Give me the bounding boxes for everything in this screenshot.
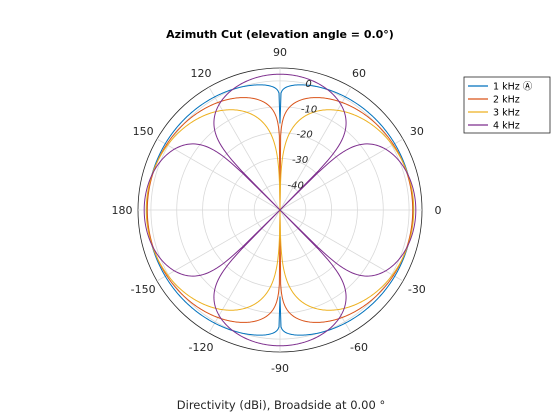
angle-tick-label: 30	[410, 125, 424, 138]
angle-tick-label: 150	[133, 125, 154, 138]
radial-tick-label: 0	[305, 79, 311, 90]
angle-tick-label: 90	[273, 46, 287, 59]
angle-spoke-300	[279, 209, 352, 334]
radial-tick-label: -30	[292, 155, 308, 166]
angle-tick-label: 180	[112, 204, 133, 217]
angle-spoke-150	[156, 138, 281, 211]
legend[interactable]: 1 kHz Ⓐ 2 kHz 3 kHz 4 kHz	[463, 76, 551, 134]
chart-title: Azimuth Cut (elevation angle = 0.0°)	[166, 28, 394, 41]
angle-spoke-330	[279, 209, 404, 282]
angle-spoke-210	[156, 209, 281, 282]
legend-entry[interactable]: 2 kHz	[493, 95, 520, 106]
angle-tick-label: 60	[352, 67, 366, 80]
radial-tick-label: -10	[301, 104, 317, 115]
series-line-4	[143, 73, 417, 347]
radial-tick-label: -40	[287, 181, 303, 192]
series-line-3	[145, 109, 415, 311]
x-axis-label: Directivity (dBi), Broadside at 0.00 °	[177, 398, 385, 412]
angle-tick-label: -150	[131, 283, 156, 296]
series-layer	[143, 73, 417, 347]
angle-tick-label: -120	[189, 341, 214, 354]
angle-tick-label: -90	[271, 362, 289, 375]
angle-spoke-240	[208, 209, 281, 334]
legend-entry[interactable]: 3 kHz	[493, 108, 520, 119]
tick-labels: 0 30 60 90 120 150 180 -150 -120 -90 -60 -30 0 -10 -20…	[112, 46, 442, 375]
angle-tick-label: 0	[435, 204, 442, 217]
angle-spoke-30	[279, 138, 404, 211]
angle-tick-label: 120	[191, 67, 212, 80]
legend-entry[interactable]: 4 kHz	[493, 121, 520, 132]
angle-tick-label: -60	[350, 341, 368, 354]
radial-tick-label: -20	[296, 130, 312, 141]
angle-spoke-60	[279, 86, 352, 211]
legend-entry[interactable]: 1 kHz Ⓐ	[493, 82, 533, 93]
angle-spoke-120	[208, 86, 281, 211]
angle-tick-label: -30	[408, 283, 426, 296]
series-line-2	[146, 97, 414, 323]
